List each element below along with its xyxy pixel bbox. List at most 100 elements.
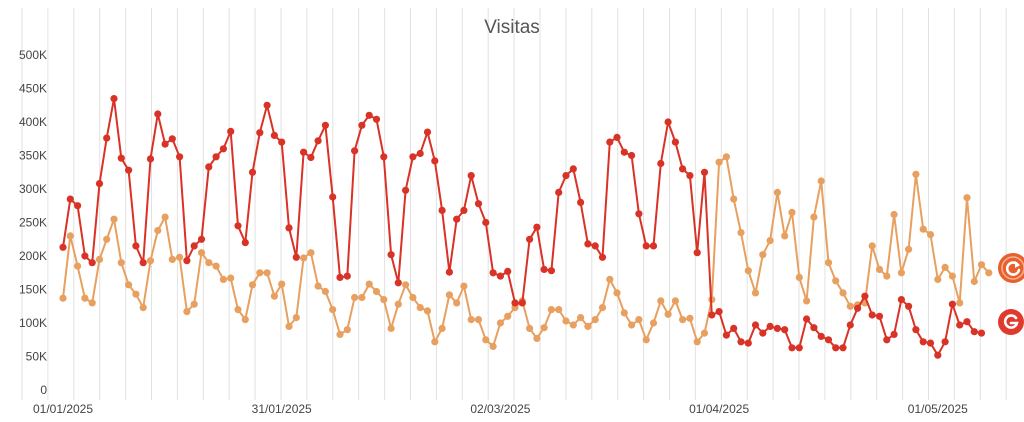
data-point	[883, 336, 891, 344]
data-point	[81, 294, 89, 302]
data-point	[453, 299, 461, 307]
data-point	[919, 338, 927, 346]
data-point	[854, 304, 862, 312]
data-point	[139, 259, 147, 267]
data-point	[256, 269, 264, 277]
data-point	[897, 296, 906, 304]
data-point	[270, 131, 278, 139]
series-icons	[998, 253, 1024, 335]
data-point	[824, 259, 833, 267]
y-tick-label: 450K	[19, 82, 47, 96]
data-point	[365, 111, 373, 119]
data-point	[394, 300, 402, 308]
data-point	[905, 302, 913, 310]
data-point	[409, 153, 417, 161]
data-point	[628, 321, 636, 329]
data-point	[584, 322, 592, 330]
data-point	[948, 300, 957, 308]
data-point	[402, 281, 410, 289]
data-point	[635, 316, 643, 324]
data-point	[555, 306, 563, 314]
data-point	[977, 261, 986, 269]
data-point	[496, 319, 504, 327]
data-point	[285, 224, 293, 232]
data-point	[562, 172, 570, 180]
data-point	[358, 121, 366, 129]
data-point	[219, 275, 227, 283]
data-point	[343, 326, 351, 334]
data-point	[584, 240, 592, 248]
data-point	[431, 157, 439, 165]
data-point	[329, 306, 337, 314]
data-point	[176, 153, 184, 161]
data-point	[292, 253, 300, 261]
series-orange	[59, 153, 993, 350]
data-point	[926, 339, 935, 347]
y-tick-label: 350K	[19, 149, 47, 163]
data-point	[329, 193, 337, 201]
data-point	[110, 95, 118, 103]
data-point	[795, 344, 803, 352]
data-point	[766, 322, 774, 330]
data-point	[146, 257, 155, 265]
y-tick-label: 250K	[19, 216, 47, 230]
data-point	[526, 324, 534, 332]
series-group	[59, 95, 993, 359]
data-point	[95, 180, 104, 188]
data-point	[868, 311, 876, 319]
data-point	[948, 272, 957, 280]
google-g-icon	[998, 309, 1024, 335]
data-point	[788, 208, 796, 216]
data-point	[613, 289, 621, 297]
data-point	[540, 265, 548, 273]
data-point	[956, 321, 964, 329]
data-point	[620, 309, 628, 317]
data-point	[321, 121, 329, 129]
data-point	[606, 275, 614, 283]
data-point	[875, 265, 884, 273]
data-point	[577, 198, 585, 206]
y-tick-label: 500K	[19, 48, 47, 62]
data-point	[511, 299, 519, 307]
data-point	[744, 339, 752, 347]
data-point	[380, 153, 388, 161]
data-point	[482, 218, 490, 227]
data-point	[234, 222, 242, 230]
data-point	[460, 206, 468, 214]
data-point	[926, 231, 935, 239]
data-point	[263, 269, 271, 277]
data-point	[117, 259, 125, 267]
data-point	[657, 159, 665, 168]
data-point	[766, 237, 774, 245]
data-point	[919, 225, 927, 233]
data-point	[300, 148, 308, 156]
data-point	[562, 317, 570, 325]
data-point	[496, 272, 504, 280]
data-point	[66, 232, 74, 240]
data-point	[708, 311, 716, 319]
data-point	[132, 242, 140, 250]
data-point	[66, 195, 74, 203]
data-point	[890, 210, 898, 219]
data-point	[759, 329, 767, 337]
data-point	[722, 331, 731, 339]
data-point	[781, 326, 789, 334]
data-point	[526, 235, 534, 243]
data-point	[890, 330, 898, 338]
x-tick-label: 02/03/2025	[470, 402, 530, 416]
data-point	[278, 280, 286, 288]
x-tick-label: 01/01/2025	[33, 402, 93, 416]
data-point	[649, 319, 658, 327]
data-point	[343, 272, 351, 280]
data-point	[686, 314, 694, 322]
data-point	[810, 213, 818, 221]
series-line	[62, 97, 982, 357]
data-point	[205, 163, 213, 171]
data-point	[693, 338, 701, 346]
data-point	[875, 312, 884, 320]
data-point	[278, 138, 286, 146]
data-point	[803, 315, 811, 323]
data-point	[956, 299, 964, 307]
data-point	[751, 321, 760, 329]
